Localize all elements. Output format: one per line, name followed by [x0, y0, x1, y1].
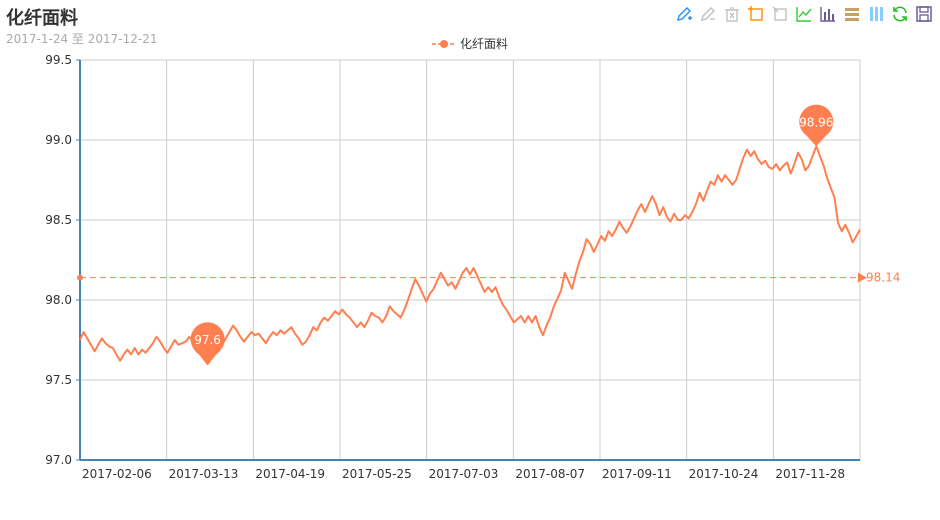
x-tick-label: 2017-04-19 — [255, 467, 325, 481]
x-tick-label: 2017-07-03 — [429, 467, 499, 481]
chart-title: 化纤面料 — [6, 8, 78, 29]
bar-chart-icon[interactable] — [818, 4, 838, 24]
tiled-icon[interactable] — [866, 4, 886, 24]
y-tick-label: 98.0 — [45, 293, 72, 307]
x-tick-label: 2017-11-28 — [775, 467, 845, 481]
x-tick-label: 2017-05-25 — [342, 467, 412, 481]
mark-clear-icon[interactable] — [722, 4, 742, 24]
y-tick-label: 97.0 — [45, 453, 72, 467]
mark-undo-icon[interactable] — [698, 4, 718, 24]
stack-icon[interactable] — [842, 4, 862, 24]
average-line-arrow — [858, 272, 867, 283]
data-zoom-reset-icon[interactable] — [770, 4, 790, 24]
save-image-icon[interactable] — [914, 4, 934, 24]
data-zoom-icon[interactable] — [746, 4, 766, 24]
mark-icon[interactable] — [674, 4, 694, 24]
y-tick-label: 98.5 — [45, 213, 72, 227]
toolbox — [674, 4, 934, 24]
restore-icon[interactable] — [890, 4, 910, 24]
x-tick-label: 2017-09-11 — [602, 467, 672, 481]
legend-line-icon — [432, 39, 456, 48]
min-point-pin — [190, 322, 225, 364]
average-line-label: 98.14 — [866, 271, 900, 285]
y-tick-label: 97.5 — [45, 373, 72, 387]
y-tick-label: 99.0 — [45, 133, 72, 147]
x-tick-label: 2017-10-24 — [689, 467, 759, 481]
x-tick-label: 2017-03-13 — [169, 467, 239, 481]
x-tick-label: 2017-02-06 — [82, 467, 152, 481]
legend[interactable]: 化纤面料 — [432, 35, 508, 52]
min-point-label: 97.6 — [194, 333, 221, 347]
y-tick-label: 99.5 — [45, 53, 72, 67]
max-point-label: 98.96 — [799, 115, 833, 129]
line-chart-icon[interactable] — [794, 4, 814, 24]
legend-label: 化纤面料 — [460, 37, 509, 51]
x-tick-label: 2017-08-07 — [515, 467, 585, 481]
chart-subtitle: 2017-1-24 至 2017-12-21 — [6, 32, 158, 46]
max-point-pin — [799, 104, 834, 147]
